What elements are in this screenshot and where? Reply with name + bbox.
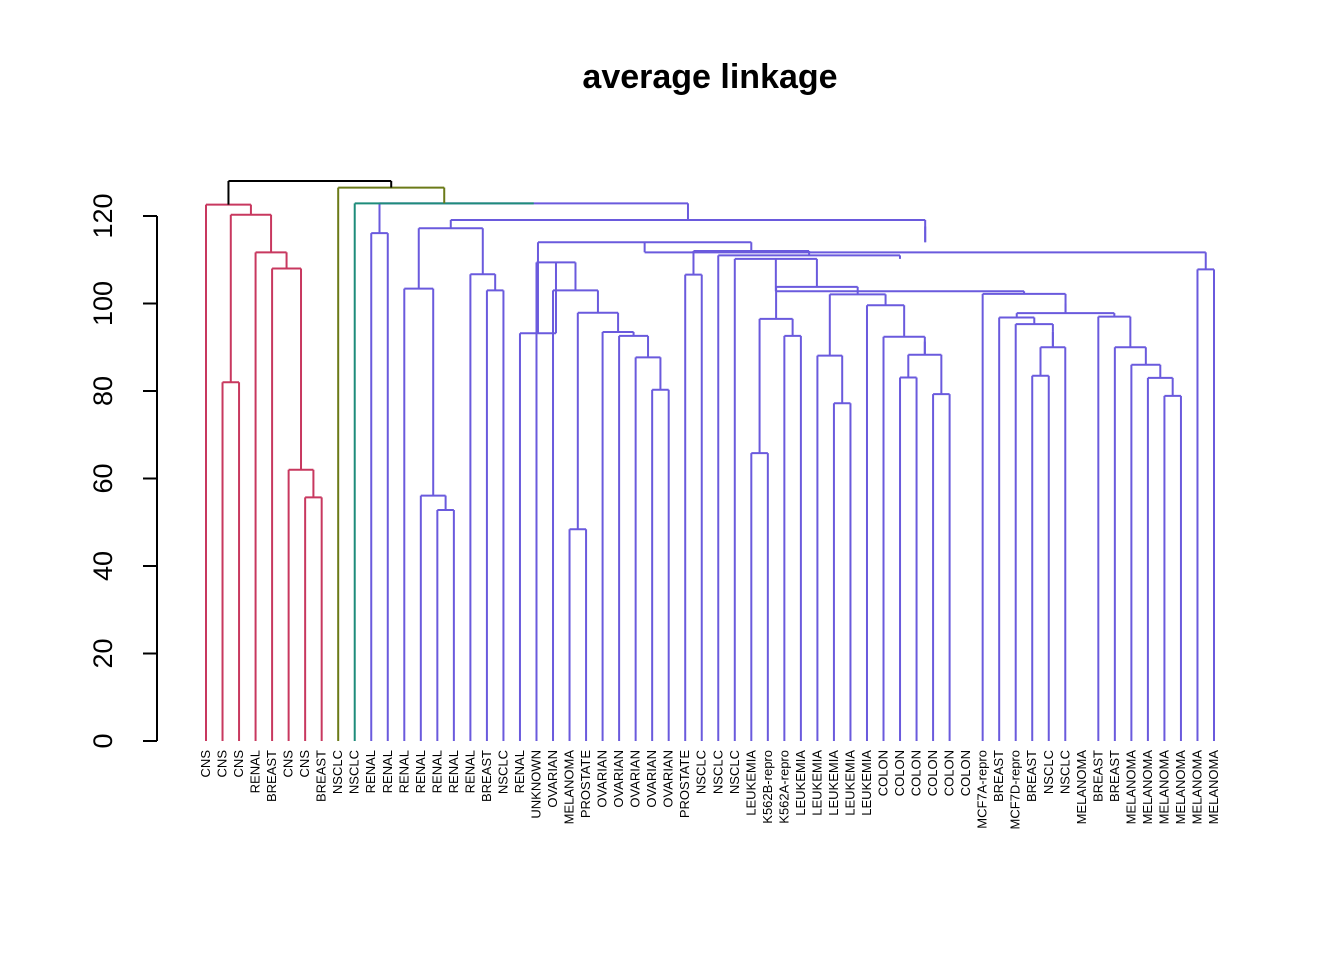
leaf-label: BREAST: [1107, 750, 1122, 802]
leaf-label: LEUKEMIA: [743, 750, 758, 816]
y-tick-label: 80: [88, 376, 118, 406]
leaf-label: NSCLC: [330, 750, 345, 794]
leaf-label: NSCLC: [1057, 750, 1072, 794]
leaf-label: BREAST: [1090, 750, 1105, 802]
leaf-label: NSCLC: [495, 750, 510, 794]
leaf-label: MELANOMA: [1173, 750, 1188, 825]
chart-title: average linkage: [582, 58, 838, 96]
leaf-label: RENAL: [429, 750, 444, 793]
leaf-label: MCF7A-repro: [975, 750, 990, 829]
leaf-label: OVARIAN: [611, 750, 626, 808]
dendrogram-tree: [205, 180, 1215, 741]
leaf-label: RENAL: [380, 750, 395, 793]
leaf-label: MELANOMA: [1206, 750, 1221, 825]
leaf-label: OVARIAN: [545, 750, 560, 808]
leaf-label: RENAL: [248, 750, 263, 793]
leaf-label: COLON: [942, 750, 957, 796]
leaf-label: RENAL: [396, 750, 411, 793]
leaf-label: LEUKEMIA: [842, 750, 857, 816]
leaf-label: LEUKEMIA: [826, 750, 841, 816]
leaf-label: MELANOMA: [1189, 750, 1204, 825]
leaf-label: MELANOMA: [562, 750, 577, 825]
leaf-label: MCF7D-repro: [1008, 750, 1023, 829]
y-tick-label: 60: [88, 463, 118, 493]
leaf-label: MELANOMA: [1123, 750, 1138, 825]
leaf-label: RENAL: [446, 750, 461, 793]
leaf-label: RENAL: [462, 750, 477, 793]
leaf-label: RENAL: [512, 750, 527, 793]
leaf-label: OVARIAN: [628, 750, 643, 808]
leaf-label: MELANOMA: [1140, 750, 1155, 825]
leaf-label: K562B-repro: [760, 750, 775, 824]
leaf-label: NSCLC: [727, 750, 742, 794]
leaf-label: K562A-repro: [776, 750, 791, 824]
leaf-label: BREAST: [314, 750, 329, 802]
leaf-label: BREAST: [264, 750, 279, 802]
leaf-labels: CNS CNS CNS RENAL BREAST CNS CNS BREAST NSCLC NSC…: [198, 750, 1221, 830]
leaf-label: CNS: [297, 750, 312, 778]
leaf-label: NSCLC: [347, 750, 362, 794]
leaf-label: OVARIAN: [595, 750, 610, 808]
leaf-label: OVARIAN: [661, 750, 676, 808]
leaf-label: LEUKEMIA: [793, 750, 808, 816]
leaf-label: COLON: [909, 750, 924, 796]
leaf-label: BREAST: [479, 750, 494, 802]
leaf-label: RENAL: [363, 750, 378, 793]
leaf-label: CNS: [198, 750, 213, 778]
leaf-label: UNKNOWN: [528, 750, 543, 819]
leaf-label: LEUKEMIA: [859, 750, 874, 816]
leaf-label: BREAST: [1024, 750, 1039, 802]
leaf-label: COLON: [892, 750, 907, 796]
leaf-label: COLON: [876, 750, 891, 796]
y-tick-label: 40: [88, 551, 118, 581]
leaf-label: NSCLC: [694, 750, 709, 794]
leaf-label: COLON: [925, 750, 940, 796]
leaf-label: PROSTATE: [677, 750, 692, 818]
leaf-label: NSCLC: [1041, 750, 1056, 794]
leaf-label: MELANOMA: [1156, 750, 1171, 825]
y-tick-label: 100: [88, 281, 118, 326]
leaf-label: NSCLC: [710, 750, 725, 794]
leaf-label: BREAST: [991, 750, 1006, 802]
leaf-label: RENAL: [413, 750, 428, 793]
leaf-label: MELANOMA: [1074, 750, 1089, 825]
leaf-label: OVARIAN: [644, 750, 659, 808]
leaf-label: CNS: [281, 750, 296, 778]
y-axis: 0 20 40 60 80 100 120: [88, 193, 158, 749]
leaf-label: CNS: [215, 750, 230, 778]
y-tick-label: 0: [88, 733, 118, 748]
y-tick-label: 120: [88, 193, 118, 238]
leaf-label: LEUKEMIA: [809, 750, 824, 816]
leaf-label: COLON: [958, 750, 973, 796]
leaf-label: PROSTATE: [578, 750, 593, 818]
leaf-label: CNS: [231, 750, 246, 778]
y-tick-label: 20: [88, 638, 118, 668]
